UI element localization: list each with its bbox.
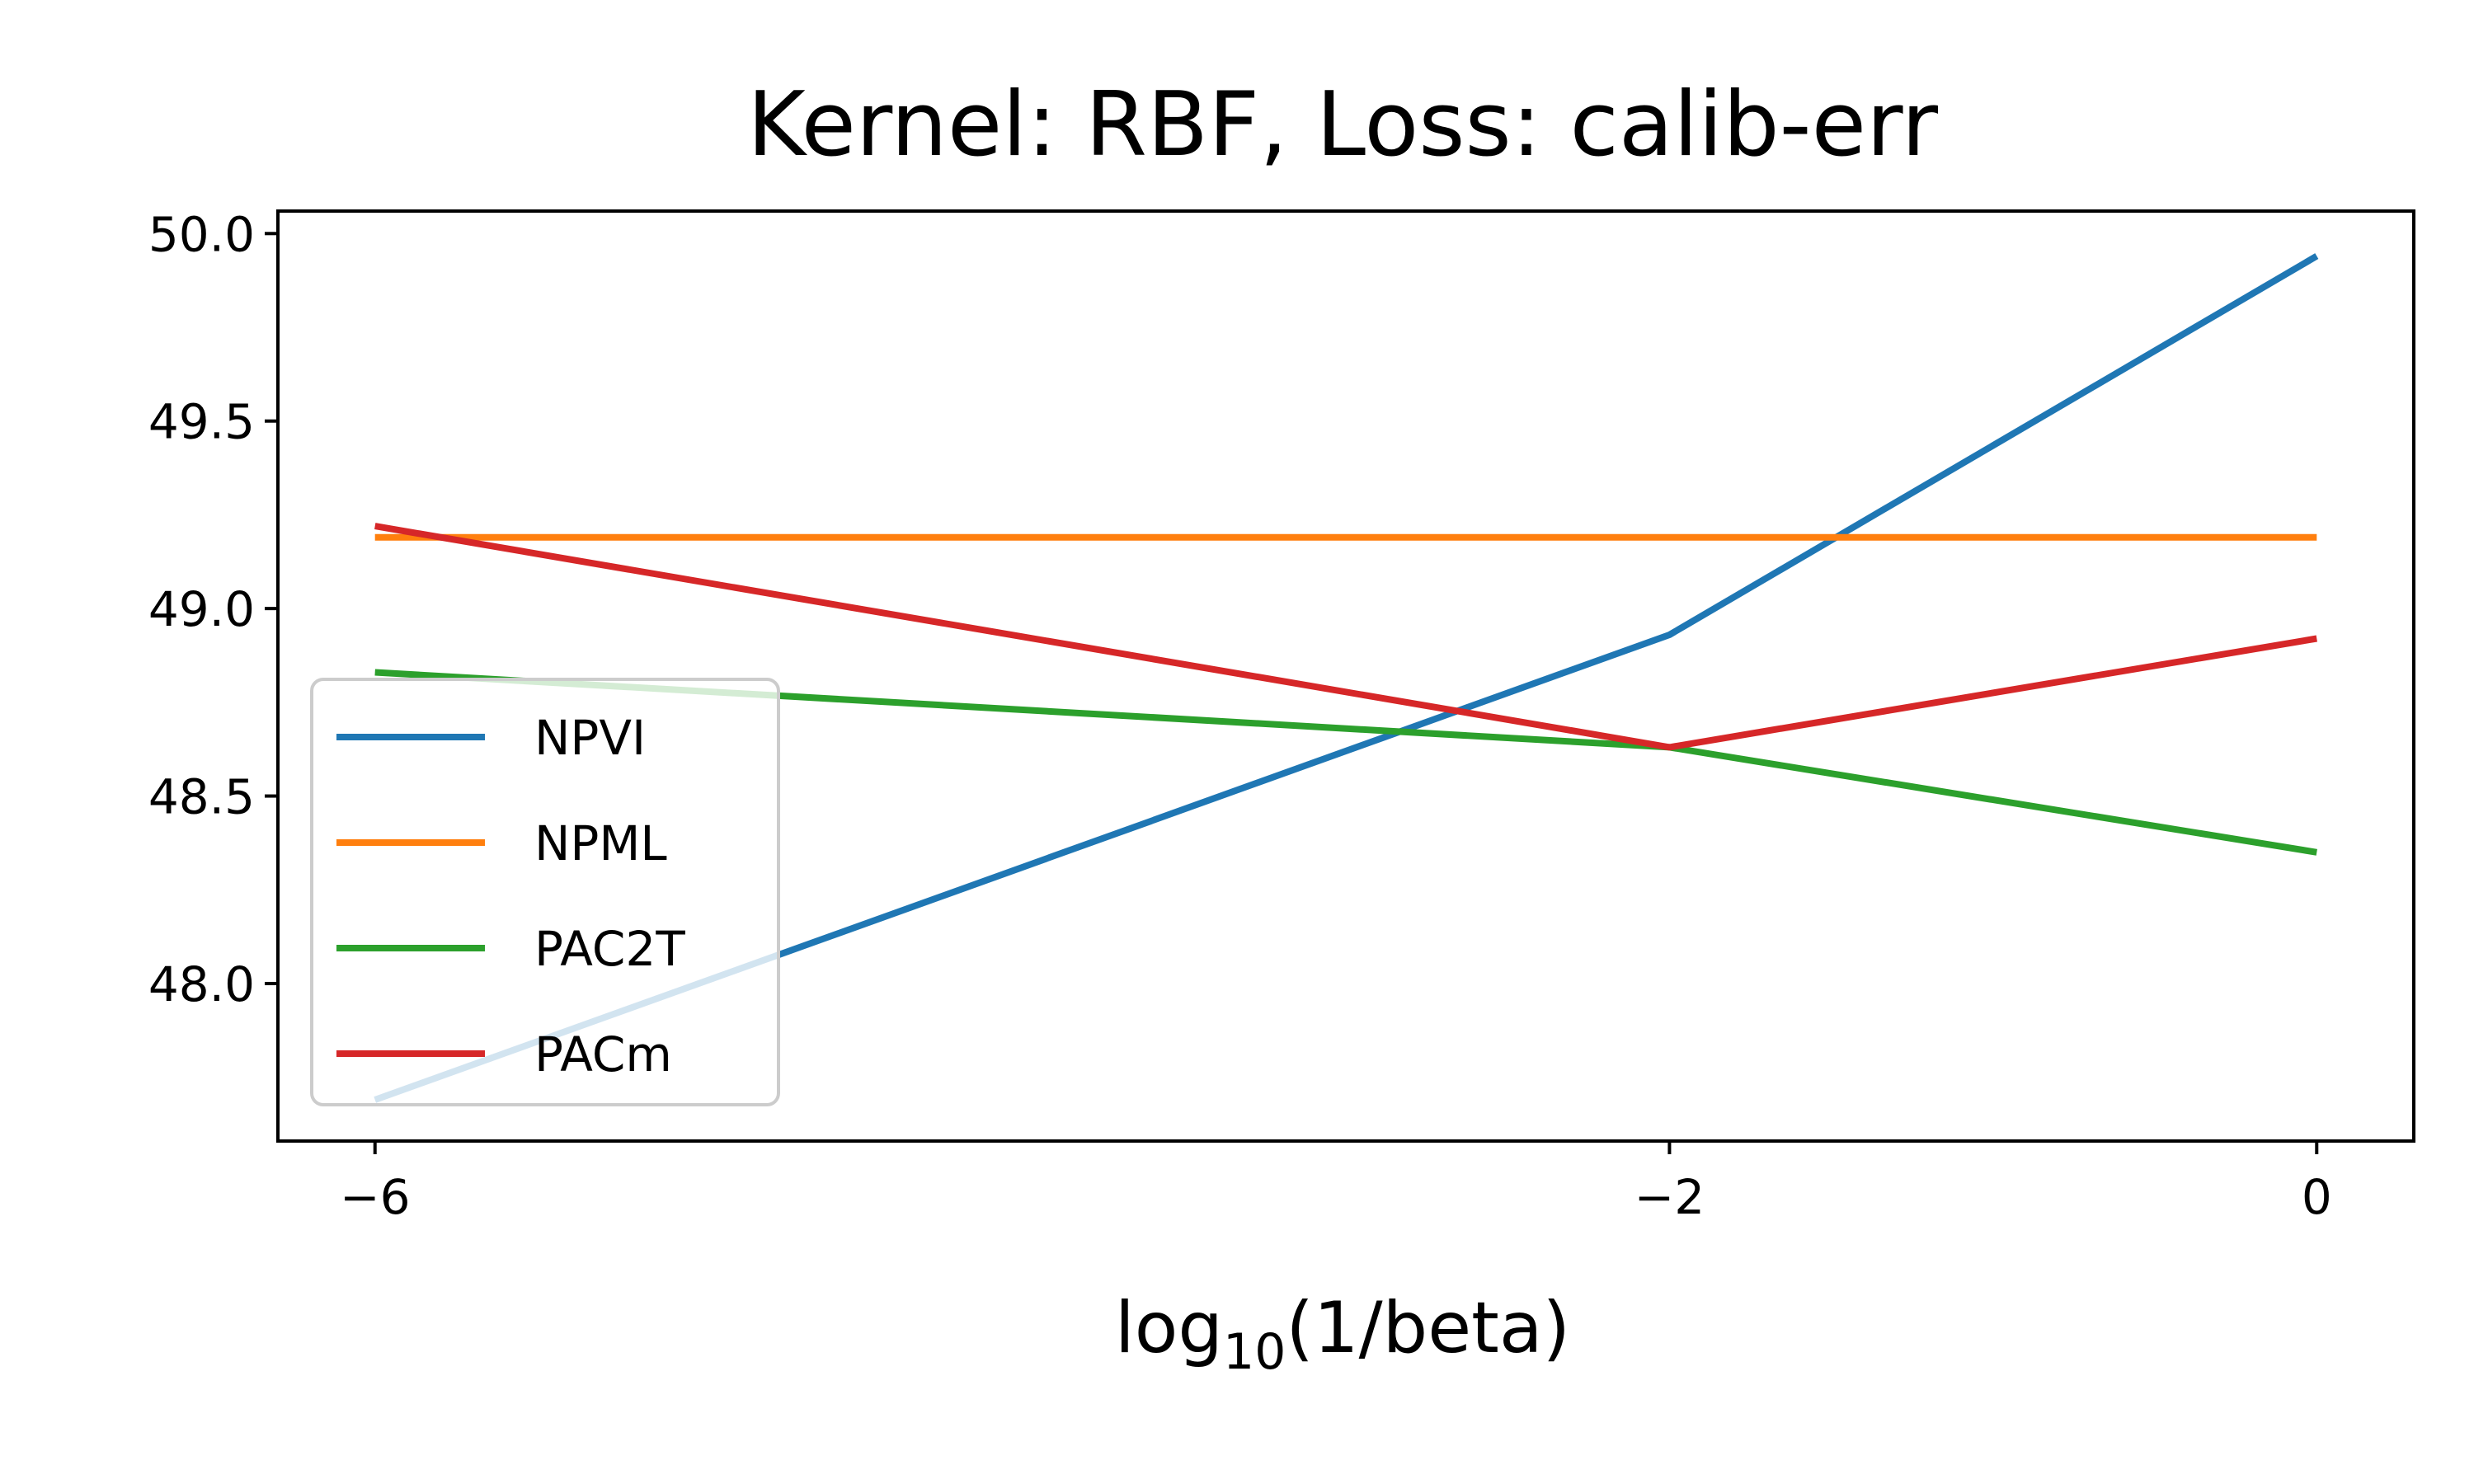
- y-tick-label: 48.5: [148, 769, 255, 825]
- series-layer: [374, 253, 2319, 1103]
- y-tick-label: 48.0: [148, 956, 255, 1012]
- legend-label-pacm: PACm: [534, 1026, 672, 1082]
- plot-area-frame: [276, 209, 2415, 1143]
- x-tick-label: 0: [2302, 1169, 2332, 1225]
- x-axis-ticks: −6 −2 0: [340, 1141, 2332, 1225]
- x-tick-label: −2: [1634, 1169, 1705, 1225]
- legend-box: [310, 678, 780, 1106]
- legend-label-npvi: NPVI: [534, 710, 646, 766]
- y-tick-label: 49.5: [148, 394, 255, 450]
- y-tick-label: 49.0: [148, 581, 255, 637]
- x-axis-label: log10(1/beta): [1115, 1287, 1570, 1381]
- legend-label-pac2t: PAC2T: [534, 921, 685, 977]
- y-axis-ticks: 48.0 48.5 49.0 49.5 50.0: [148, 206, 278, 1012]
- x-axis-label-rest: (1/beta): [1286, 1287, 1570, 1369]
- y-tick-label: 50.0: [148, 206, 255, 262]
- series-line-pacm: [374, 523, 2317, 751]
- legend: NPVI NPML PAC2T PACm: [310, 678, 780, 1106]
- series-line-npvi: [374, 253, 2319, 1103]
- x-tick-label: −6: [340, 1169, 411, 1225]
- x-axis-label-subscript: 10: [1223, 1323, 1286, 1381]
- legend-label-npml: NPML: [534, 815, 667, 871]
- chart-title: Kernel: RBF, Loss: calib-err: [747, 73, 1939, 176]
- x-axis-label-base: log: [1115, 1287, 1223, 1369]
